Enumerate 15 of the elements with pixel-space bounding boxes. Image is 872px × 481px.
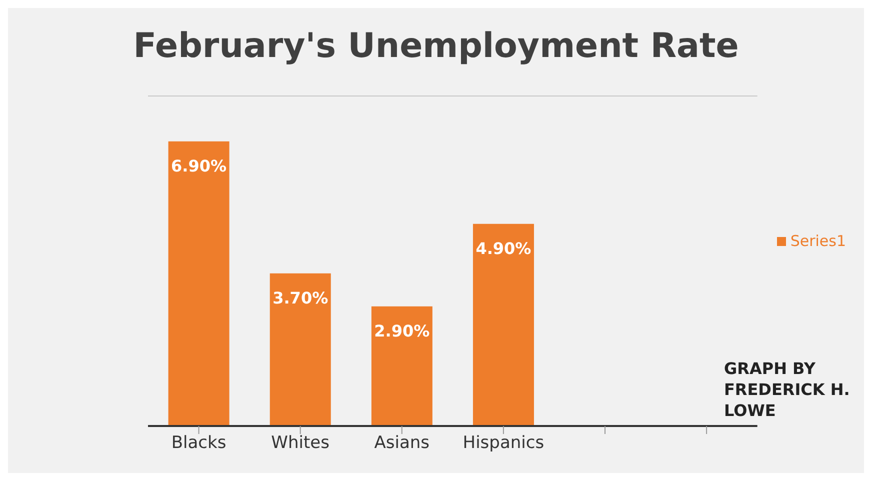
annotation: GRAPH BY FREDERICK H. LOWE	[724, 358, 851, 421]
bar	[472, 224, 534, 426]
x-tick-label: Whites	[271, 433, 330, 454]
data-label: 3.70%	[272, 288, 328, 308]
bar	[270, 273, 331, 426]
chart-title: February's Unemployment Rate	[132, 26, 740, 66]
x-tick-label: Blacks	[171, 433, 226, 454]
x-tick-label: Asians	[374, 433, 430, 454]
bar	[168, 141, 230, 426]
data-label: 6.90%	[171, 156, 227, 176]
bar	[371, 306, 432, 426]
x-tick-label: Hispanics	[462, 433, 544, 454]
legend-label: Series1	[790, 232, 846, 250]
data-label: 4.90%	[476, 238, 532, 258]
data-label: 2.90%	[374, 321, 430, 340]
